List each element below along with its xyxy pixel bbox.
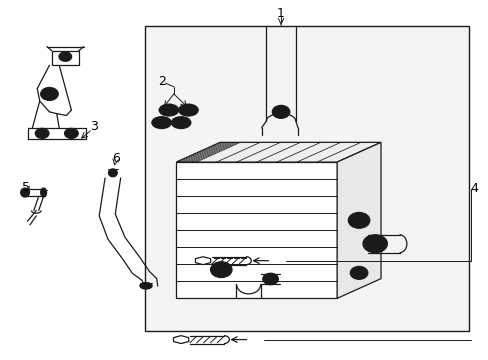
Ellipse shape bbox=[178, 104, 198, 116]
Circle shape bbox=[210, 262, 231, 278]
Circle shape bbox=[64, 129, 78, 138]
Text: 3: 3 bbox=[90, 121, 98, 134]
Ellipse shape bbox=[152, 117, 171, 129]
Circle shape bbox=[59, 52, 72, 61]
Polygon shape bbox=[176, 142, 380, 162]
Bar bbox=[52, 51, 79, 65]
Polygon shape bbox=[336, 142, 380, 298]
Ellipse shape bbox=[108, 169, 117, 177]
Text: 1: 1 bbox=[277, 7, 285, 20]
Circle shape bbox=[41, 87, 58, 100]
Circle shape bbox=[347, 212, 369, 228]
Polygon shape bbox=[173, 336, 188, 343]
Circle shape bbox=[35, 129, 49, 138]
Ellipse shape bbox=[171, 117, 190, 129]
Polygon shape bbox=[176, 162, 336, 298]
Ellipse shape bbox=[181, 106, 195, 114]
Ellipse shape bbox=[155, 119, 168, 127]
Ellipse shape bbox=[140, 283, 152, 289]
Circle shape bbox=[349, 266, 367, 279]
Ellipse shape bbox=[20, 188, 29, 197]
Circle shape bbox=[262, 273, 278, 285]
Ellipse shape bbox=[162, 106, 175, 114]
Text: 5: 5 bbox=[22, 181, 30, 194]
Ellipse shape bbox=[174, 119, 187, 127]
Circle shape bbox=[362, 235, 386, 253]
Text: 2: 2 bbox=[157, 75, 165, 88]
Text: 6: 6 bbox=[112, 152, 120, 165]
Ellipse shape bbox=[159, 104, 178, 116]
Circle shape bbox=[272, 105, 289, 118]
Polygon shape bbox=[195, 257, 210, 265]
Text: 4: 4 bbox=[470, 183, 478, 195]
Bar bbox=[144, 26, 468, 330]
Ellipse shape bbox=[41, 188, 46, 197]
